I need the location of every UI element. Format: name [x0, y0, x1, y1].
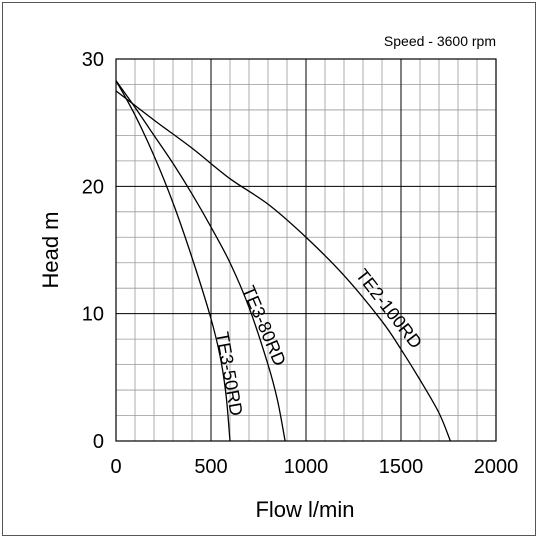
- x-tick-label: 0: [110, 456, 121, 478]
- plot-border: [115, 58, 497, 442]
- x-axis-title: Flow l/min: [255, 497, 354, 522]
- speed-annotation: Speed - 3600 rpm: [384, 33, 496, 49]
- curve-te3-80rd: [115, 80, 286, 442]
- chart-frame: [2, 2, 536, 536]
- performance-curves: [115, 80, 452, 442]
- curve-te2-100rd: [115, 90, 452, 442]
- curve-label-te3-80rd: TE3-80RD: [238, 283, 290, 369]
- y-axis-title: Head m: [38, 211, 63, 288]
- y-tick-label: 10: [82, 304, 104, 326]
- y-tick-label: 20: [82, 176, 104, 198]
- x-tick-label: 1500: [379, 456, 424, 478]
- x-tick-label: 1000: [284, 456, 329, 478]
- curve-label-te3-50rd: TE3-50RD: [212, 330, 246, 417]
- y-tick-label: 0: [93, 431, 104, 453]
- x-tick-label: 500: [194, 456, 227, 478]
- y-tick-label: 30: [82, 49, 104, 71]
- tick-labels: 0 500 1000 1500 2000 0 10 20 30: [82, 49, 519, 478]
- x-tick-label: 2000: [474, 456, 519, 478]
- curve-te3-50rd: [115, 80, 231, 442]
- grid: [115, 58, 497, 442]
